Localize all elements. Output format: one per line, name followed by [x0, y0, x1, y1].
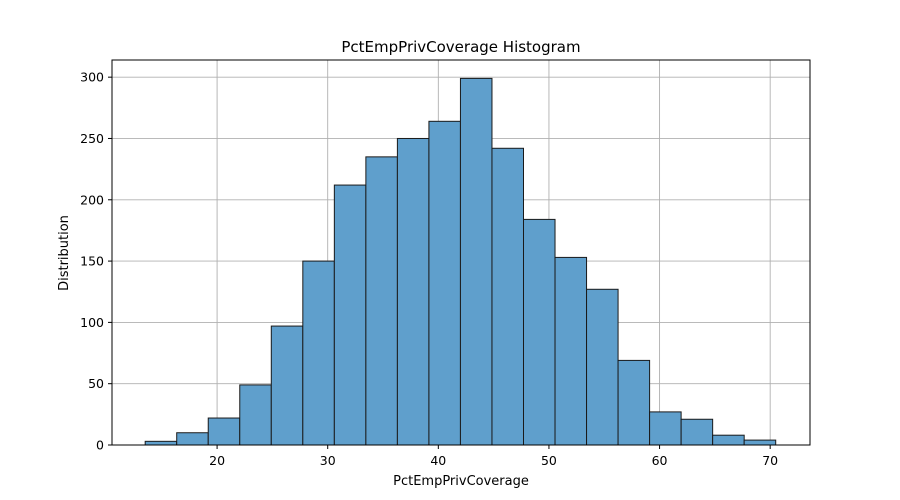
- histogram-bar: [176, 432, 209, 446]
- x-tick-label: 20: [209, 453, 225, 468]
- x-tick-label: 50: [541, 453, 557, 468]
- histogram-bar: [270, 325, 304, 446]
- histogram-bar: [302, 260, 335, 446]
- y-tick-label: 100: [80, 315, 104, 330]
- histogram-bar: [207, 417, 241, 446]
- y-tick-label: 300: [80, 70, 104, 85]
- histogram-bar: [649, 411, 682, 446]
- histogram-bar: [554, 256, 588, 446]
- x-tick-label: 70: [762, 453, 778, 468]
- histogram-bar: [333, 184, 367, 446]
- histogram-bar: [712, 434, 745, 446]
- y-axis-ticks: 0 50 100 150 200 250 300: [80, 70, 112, 453]
- y-tick-label: 0: [96, 438, 104, 453]
- histogram-bar: [396, 137, 430, 446]
- x-tick-label: 40: [430, 453, 446, 468]
- chart-title: PctEmpPrivCoverage Histogram: [341, 38, 580, 56]
- y-axis-label: Distribution: [57, 215, 72, 291]
- y-tick-label: 200: [80, 192, 104, 207]
- histogram-bar: [617, 359, 651, 446]
- histogram-bar: [144, 440, 178, 446]
- x-tick-label: 30: [320, 453, 336, 468]
- x-axis-label: PctEmpPrivCoverage: [393, 474, 529, 489]
- y-tick-label: 50: [88, 376, 104, 391]
- x-tick-label: 60: [652, 453, 668, 468]
- histogram-bar: [680, 418, 714, 446]
- histogram-bar: [586, 288, 619, 446]
- histogram-bar: [743, 439, 777, 446]
- histogram-bar: [239, 384, 272, 446]
- histogram-bar: [459, 77, 493, 446]
- histogram-bar: [428, 120, 461, 446]
- histogram-bar: [522, 218, 556, 446]
- histogram-bar: [365, 156, 398, 446]
- x-axis-ticks: 20 30 40 50 60 70: [209, 445, 778, 468]
- plot-frame: [111, 59, 811, 446]
- histogram-bars: [144, 77, 777, 446]
- y-tick-label: 150: [80, 254, 104, 269]
- y-tick-label: 250: [80, 131, 104, 146]
- histogram-bar: [491, 147, 524, 446]
